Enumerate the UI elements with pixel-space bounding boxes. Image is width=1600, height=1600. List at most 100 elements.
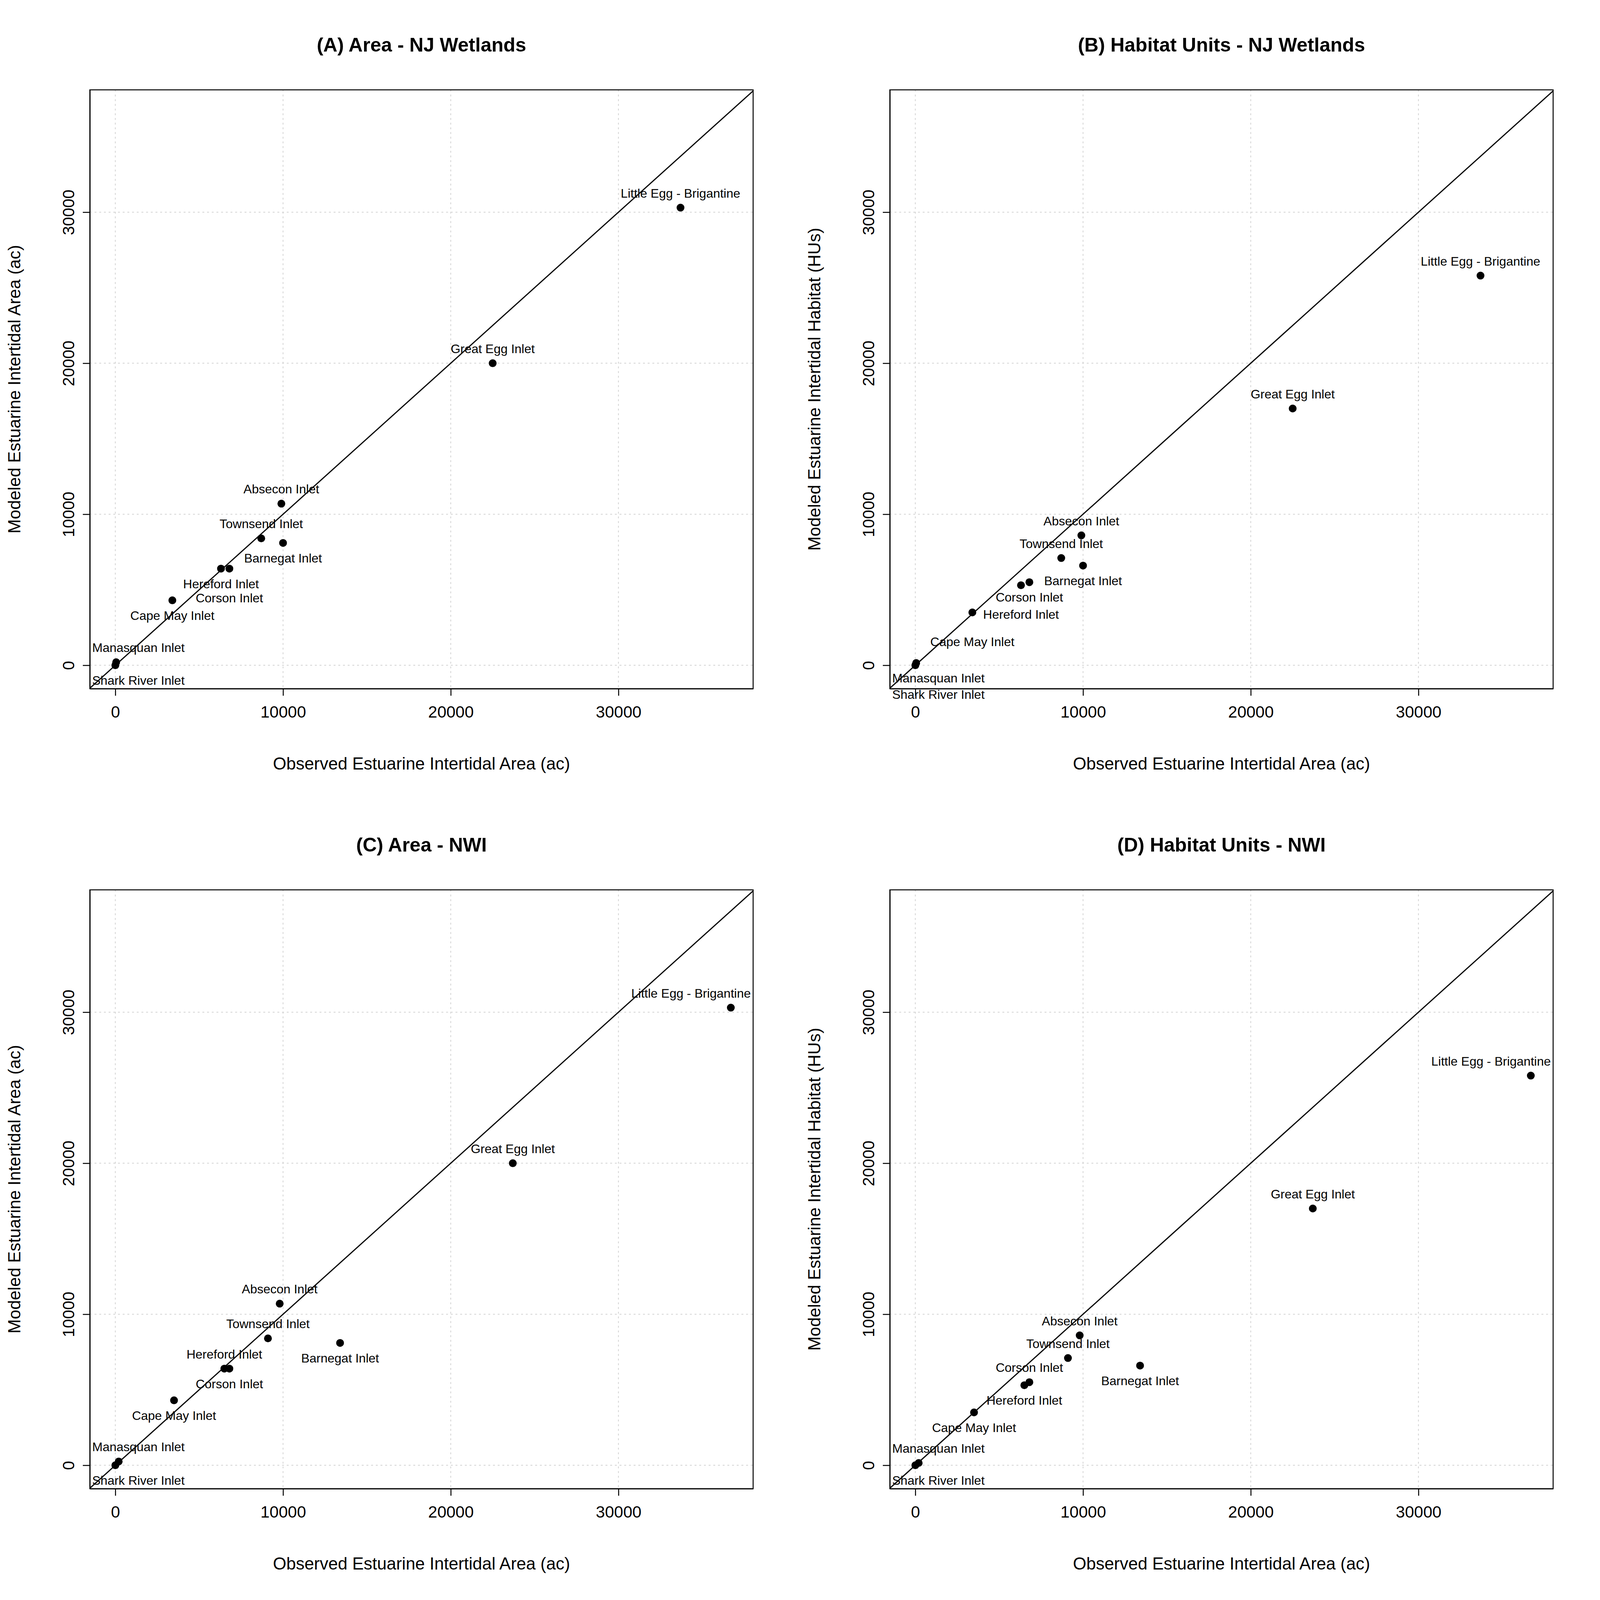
point-labels: Little Egg - BrigantineGreat Egg InletAb… xyxy=(892,254,1541,702)
point-label: Absecon Inlet xyxy=(1043,514,1120,529)
grid-line xyxy=(1082,89,1084,689)
tick-mark xyxy=(882,211,890,213)
tick-label: 20000 xyxy=(859,1140,878,1187)
point-label: Absecon Inlet xyxy=(241,1282,318,1297)
tick-label: 20000 xyxy=(59,1140,78,1187)
point xyxy=(257,534,266,543)
tick: 30000 xyxy=(1395,1488,1442,1522)
point xyxy=(488,359,497,368)
tick-label: 0 xyxy=(110,1502,120,1522)
tick-label: 0 xyxy=(59,1460,78,1470)
point-label: Little Egg - Brigantine xyxy=(631,986,751,1001)
grid-line xyxy=(282,889,284,1489)
point-label: Corson Inlet xyxy=(195,1376,264,1392)
plot-area xyxy=(89,89,754,689)
tick: 0 xyxy=(910,1488,920,1522)
point-label: Townsend Inlet xyxy=(219,516,304,531)
tick-mark xyxy=(1082,1488,1084,1496)
axis-line xyxy=(90,1488,754,1490)
plot-area xyxy=(889,889,1554,1489)
tick-label: 0 xyxy=(910,702,920,722)
tick-mark xyxy=(450,1488,452,1496)
tick-label: 20000 xyxy=(428,1502,474,1522)
tick-label: 10000 xyxy=(260,1502,307,1522)
tick-label: 30000 xyxy=(59,189,78,236)
y-axis: 0100002000030000 xyxy=(859,890,891,1490)
one-to-one-line xyxy=(889,89,1554,689)
point-label: Barnegat Inlet xyxy=(301,1351,379,1366)
point xyxy=(911,661,920,670)
tick-label: 10000 xyxy=(859,1291,878,1338)
tick: 10000 xyxy=(1060,1488,1107,1522)
tick-label: 10000 xyxy=(59,1291,78,1338)
grid-line xyxy=(889,1464,1554,1466)
grid-line xyxy=(1250,889,1252,1489)
panel: 01000020000300000100002000030000(B) Habi… xyxy=(804,33,1555,774)
tick: 0 xyxy=(859,660,890,670)
point xyxy=(1064,1354,1072,1363)
point xyxy=(1526,1071,1535,1080)
tick-label: 20000 xyxy=(428,702,474,722)
point-label: Hereford Inlet xyxy=(983,607,1059,622)
grid-line xyxy=(889,664,1554,666)
title: (B) Habitat Units - NJ Wetlands xyxy=(1077,33,1365,56)
tick-mark xyxy=(282,688,284,696)
tick-label: 30000 xyxy=(1395,1502,1442,1522)
x-axis: 0100002000030000 xyxy=(90,1488,754,1522)
point xyxy=(170,1396,179,1405)
y-axis-title: Modeled Estuarine Intertidal Habitat (HU… xyxy=(804,1027,824,1351)
point-label: Barnegat Inlet xyxy=(1044,573,1122,588)
frame xyxy=(89,889,754,1489)
tick: 10000 xyxy=(260,688,307,722)
tick-label: 10000 xyxy=(859,491,878,538)
one-to-one-line xyxy=(889,889,1554,1489)
grid-line xyxy=(450,889,452,1489)
point-label: Townsend Inlet xyxy=(226,1316,310,1331)
grid-line xyxy=(89,513,754,515)
tick-mark xyxy=(82,514,90,516)
tick-mark xyxy=(450,688,452,696)
point-label: Little Egg - Brigantine xyxy=(620,186,741,201)
tick-label: 0 xyxy=(910,1502,920,1522)
y-axis: 0 10000 20000 30000 xyxy=(59,890,91,1490)
tick: 30000 xyxy=(59,989,90,1036)
point-label: Townsend Inlet xyxy=(1026,1336,1110,1351)
tick-label: 0 xyxy=(859,1460,878,1470)
grid-line xyxy=(889,513,1554,515)
point-label: Barnegat Inlet xyxy=(244,551,322,566)
grid-line xyxy=(914,889,916,1489)
grid-line xyxy=(89,1011,754,1013)
tick-mark xyxy=(82,362,90,365)
tick-label: 10000 xyxy=(1060,702,1107,722)
point-label: Shark River Inlet xyxy=(92,673,185,688)
point-label: Corson Inlet xyxy=(995,590,1064,605)
grid-line xyxy=(89,362,754,364)
tick-mark xyxy=(1082,688,1084,696)
tick: 20000 xyxy=(859,1140,890,1187)
axis-line xyxy=(890,1488,1554,1490)
tick-mark xyxy=(915,1488,917,1496)
tick-label: 20000 xyxy=(1228,1502,1274,1522)
title: (A) Area - NJ Wetlands xyxy=(316,33,527,56)
tick-mark xyxy=(82,1011,90,1013)
point-labels: Little Egg - BrigantineGreat Egg InletAb… xyxy=(92,186,741,688)
tick-label: 10000 xyxy=(59,491,78,538)
grid-line xyxy=(89,1313,754,1315)
point xyxy=(676,203,685,212)
tick-mark xyxy=(882,514,890,516)
point-label: Cape May Inlet xyxy=(130,608,215,623)
grid-line xyxy=(89,664,754,666)
tick: 20000 xyxy=(859,340,890,387)
tick-mark xyxy=(82,1464,90,1467)
y-axis-title: Modeled Estuarine Intertidal Area (ac) xyxy=(4,244,24,534)
axis-line xyxy=(890,688,1554,690)
point xyxy=(1136,1361,1145,1370)
tick: 0 xyxy=(110,1488,120,1522)
grid-line xyxy=(617,89,619,689)
point-labels: Little Egg - BrigantineGreat Egg InletAb… xyxy=(892,1054,1551,1488)
grid-line xyxy=(889,362,1554,364)
figure: 0 10000 20000 30000 0 10000 20000 30000 (A) Area… xyxy=(0,0,1600,1600)
tick-mark xyxy=(882,1011,890,1013)
point xyxy=(264,1334,272,1343)
grid-line xyxy=(889,211,1554,213)
